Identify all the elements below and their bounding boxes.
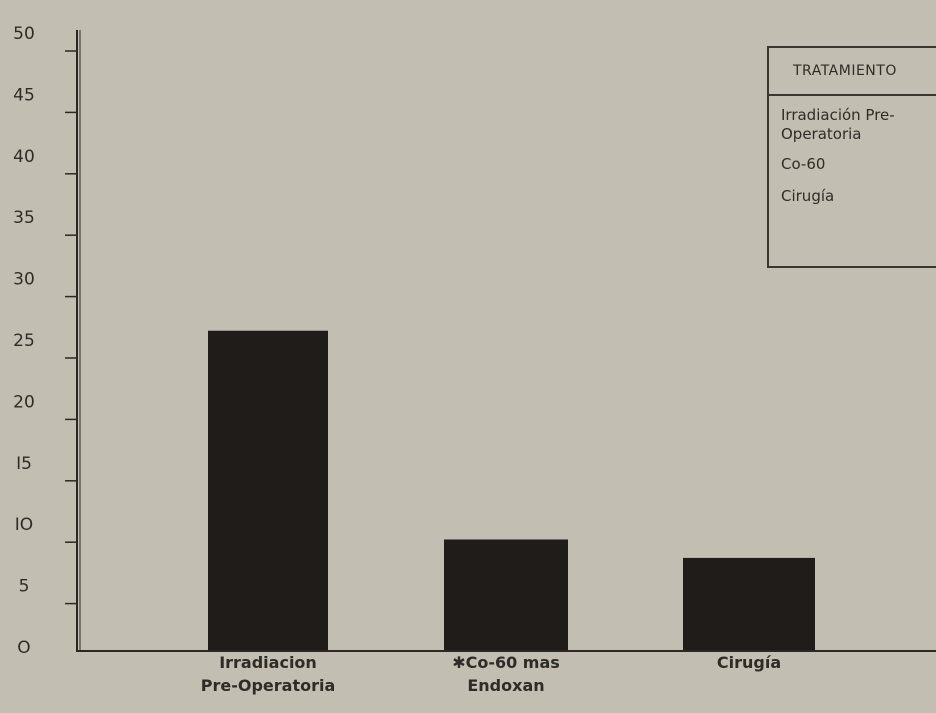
y-tick-label: 25 xyxy=(13,331,35,351)
y-tick-label: 30 xyxy=(13,270,35,290)
y-tick-label: O xyxy=(17,638,30,658)
x-tick-label: ✱Co-60 mas xyxy=(452,653,560,672)
y-tick-label: 40 xyxy=(13,147,35,167)
legend-item-cirugia: Cirugía xyxy=(781,187,835,205)
x-tick-label: Endoxan xyxy=(467,676,544,695)
bar-3 xyxy=(683,557,815,650)
y-tick-label: 20 xyxy=(13,392,35,412)
legend-title: TRATAMIENTO xyxy=(769,48,936,96)
bar-1 xyxy=(208,330,328,650)
y-tick-label: 45 xyxy=(13,85,35,105)
y-tick-label: IO xyxy=(15,515,33,535)
bar-2 xyxy=(444,539,568,650)
x-tick-label: Irradiacion xyxy=(219,653,317,672)
y-tick-label: 35 xyxy=(13,208,35,228)
x-tick-label: Cirugía xyxy=(717,653,781,672)
y-tick-label: I5 xyxy=(16,454,32,474)
y-tick-label: 50 xyxy=(13,24,35,44)
legend-item-irradiacion: Irradiación Pre- Operatoria xyxy=(781,106,895,143)
y-tick-label: 5 xyxy=(19,577,30,597)
x-tick-label: Pre-Operatoria xyxy=(201,676,336,695)
legend-item-co60: Co-60 xyxy=(781,155,826,173)
legend-box: TRATAMIENTO Irradiación Pre- Operatoria C… xyxy=(767,46,936,268)
